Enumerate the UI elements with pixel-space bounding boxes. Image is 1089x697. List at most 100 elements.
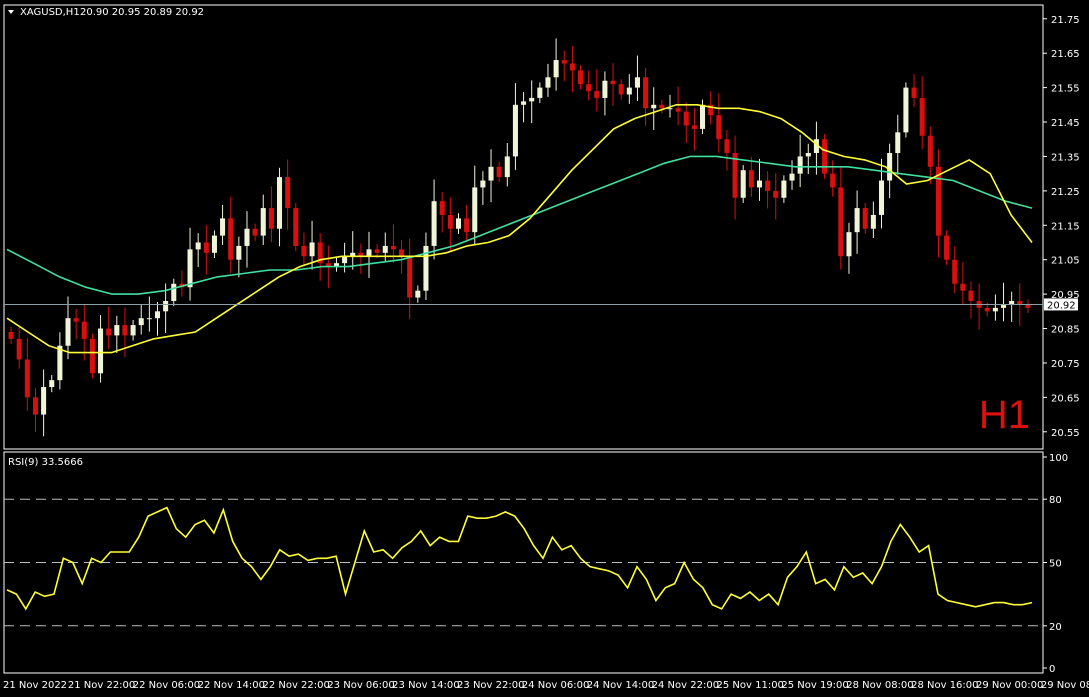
candle-body [98,328,104,374]
candle-body [488,166,494,181]
candle-body [748,170,754,188]
candle-body [285,177,291,209]
candle-body [724,139,730,153]
candle-body [634,77,640,88]
candle-body [244,228,250,246]
time-axis-label: 22 Nov 22:00 [262,680,329,691]
candle-body [236,245,242,260]
candle-body [610,80,616,85]
candle-body [276,177,283,229]
candle-body [122,325,128,336]
price-tick-label: 21.05 [1051,256,1080,267]
candle-body [512,104,518,157]
candle-body [667,108,673,110]
main-panel-frame [3,4,1044,450]
candle-body [700,104,706,129]
time-axis-label: 21 Nov 22:00 [68,680,135,691]
candle-body [24,359,30,398]
candle-body [49,380,55,388]
current-price-tag [1044,298,1078,311]
candle-body [854,208,860,233]
candle-body [41,387,47,415]
candle-body [464,218,470,233]
time-axis-label: 25 Nov 11:00 [717,680,784,691]
rsi-tick-label: 0 [1049,664,1055,675]
ma-slow-line [6,155,1033,295]
candle-body [984,307,990,312]
ma-fast-line [6,104,1033,354]
candle-body [756,180,763,188]
candle-body [521,101,527,105]
candle-body [911,87,917,98]
candle-body [862,208,868,229]
candle-body [651,104,657,109]
rsi-tick-label: 80 [1049,495,1062,506]
price-tick-label: 21.15 [1051,221,1080,232]
candle-body [618,84,624,95]
candle-body [374,249,380,253]
price-tick-label: 21.35 [1051,152,1080,163]
candle-body [301,245,307,257]
time-axis-label: 21 Nov 2022 [3,680,67,691]
candle-body [325,263,331,267]
candle-body [333,263,339,267]
price-tick-label: 20.65 [1051,393,1080,404]
rsi-title: RSI(9) 33.5666 [8,457,83,468]
candle-body [431,201,437,246]
time-axis-label: 28 Nov 16:00 [911,680,978,691]
candle-body [480,180,486,188]
candle-body [138,318,144,326]
rsi-tick-label: 50 [1049,559,1062,570]
candle-body [813,139,819,153]
candle-body [455,218,462,229]
candle-body [1025,304,1031,308]
candle-body [220,218,226,236]
time-axis-label: 22 Nov 06:00 [133,680,200,691]
candle-body [89,338,95,374]
time-axis-label: 25 Nov 19:00 [781,680,848,691]
candle-body [805,153,811,157]
candle-body [472,187,478,233]
price-tick-label: 20.95 [1051,290,1080,301]
time-axis-label: 29 Nov 00:00 [976,680,1043,691]
candle-body [260,208,266,236]
candle-body [927,135,933,167]
time-axis-label: 24 Nov 22:00 [652,680,719,691]
candle-body [211,235,217,253]
time-axis-label: 23 Nov 14:00 [392,680,459,691]
candle-body [553,60,559,78]
candle-body [691,125,697,129]
price-tick-label: 20.75 [1051,359,1080,370]
candle-body [602,80,608,98]
candle-body [399,249,405,257]
candle-body [195,242,201,250]
candle-body [765,180,771,191]
price-tick-label: 20.85 [1051,325,1080,336]
candle-body [789,173,795,181]
candle-body [577,70,584,85]
time-axis-label: 23 Nov 22:00 [457,680,524,691]
candle-body [846,232,852,257]
candle-body [643,77,649,109]
candle-body [830,173,836,188]
candle-body [57,345,63,381]
candle-body [32,397,38,415]
candle-body [740,170,746,198]
candle-body [838,187,844,257]
candle-body [1009,301,1015,305]
candle-body [366,249,372,257]
candle-body [968,290,974,301]
candle-body [16,338,22,360]
candle-body [228,218,234,260]
candle-body [350,252,356,257]
candle-body [8,331,14,339]
candle-body [903,87,909,133]
candle-body [154,311,161,319]
time-axis-label: 29 Nov 08:00 [1041,680,1089,691]
candle-body [358,252,364,257]
candle-body [423,245,429,291]
price-tick-label: 21.55 [1051,84,1080,95]
candle-body [773,190,779,198]
